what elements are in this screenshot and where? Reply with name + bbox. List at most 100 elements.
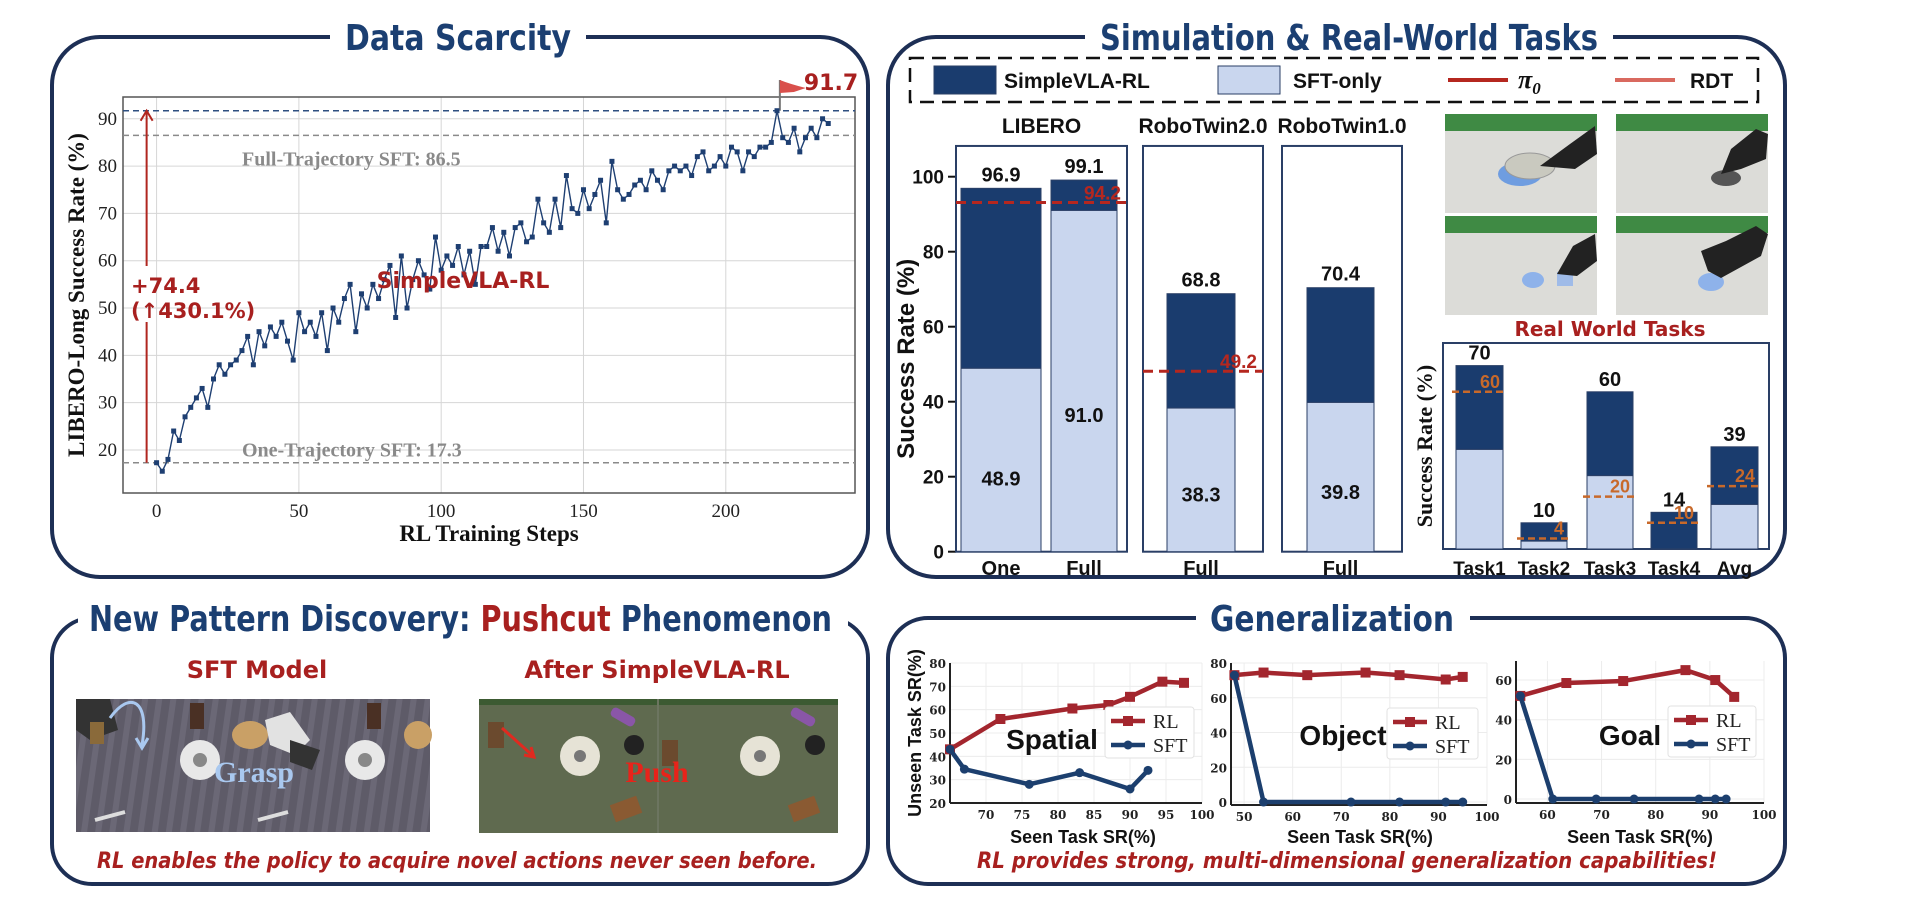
- data-point-sft: [1143, 765, 1153, 775]
- data-point: [398, 253, 404, 259]
- data-point: [512, 225, 518, 231]
- data-point: [393, 314, 399, 320]
- reference-label-one: One-Trajectory SFT: 17.3: [242, 440, 462, 462]
- data-point: [245, 333, 251, 339]
- legend-label-pi0: π0: [1518, 65, 1541, 98]
- data-point: [222, 371, 228, 377]
- bar-simplevla-rl: [1050, 179, 1118, 211]
- legend-label: RL: [1435, 712, 1461, 734]
- simulation-bar-chart: 0 20 40 60 80 100 Success Rate (%) LIBERO 96.9 48…: [893, 115, 1407, 580]
- data-point: [159, 468, 165, 474]
- data-point: [154, 460, 160, 466]
- data-point-sft: [1591, 794, 1601, 804]
- bar-sft-only: [1166, 407, 1236, 553]
- panel-label: Spatial: [1006, 724, 1098, 755]
- data-point: [347, 281, 353, 287]
- data-point: [461, 272, 467, 278]
- x-tick-label: Task3: [1584, 559, 1636, 580]
- title-gap: [78, 593, 848, 643]
- data-point: [330, 305, 336, 311]
- rdt-value: 24: [1735, 466, 1755, 486]
- data-point: [757, 144, 763, 150]
- y-tick-label: 50: [929, 727, 946, 741]
- data-point: [302, 329, 308, 335]
- panel-title-pushcut: New Pattern Discovery: Pushcut Phenomeno…: [89, 599, 832, 640]
- data-point: [808, 125, 814, 131]
- title-gap: [330, 12, 586, 62]
- bar-value-rl: 70.4: [1321, 264, 1361, 286]
- legend-label-rdt: RDT: [1690, 70, 1733, 93]
- data-point: [518, 220, 524, 226]
- bar-value-sft: 39.8: [1321, 482, 1360, 504]
- data-point: [307, 319, 313, 325]
- x-tick-label: 95: [1158, 808, 1175, 822]
- gain-percent-label: (↑430.1%): [131, 299, 255, 323]
- data-point: [381, 277, 387, 283]
- data-point-sft: [1441, 797, 1451, 807]
- data-point: [296, 310, 302, 316]
- data-point: [467, 248, 473, 254]
- x-tick-label: 60: [1284, 810, 1301, 824]
- data-point: [592, 191, 598, 197]
- data-point: [717, 154, 723, 160]
- data-point-rl: [1067, 703, 1078, 714]
- x-tick-label: 90: [1702, 808, 1719, 822]
- bar-sft-only: [960, 367, 1042, 553]
- pi-symbol: π: [1518, 65, 1533, 94]
- bar-value-rl: 14: [1663, 489, 1686, 511]
- title-gap: [1085, 12, 1613, 62]
- data-point: [791, 125, 797, 131]
- x-tick-label: 60: [1539, 808, 1556, 822]
- data-point-rl: [995, 714, 1006, 724]
- data-point: [763, 144, 769, 150]
- data-point-rl: [1680, 665, 1691, 676]
- bar-simplevla-rl: [1455, 365, 1504, 450]
- legend-label: SFT: [1153, 735, 1187, 757]
- data-point-rl: [1440, 674, 1451, 685]
- bar-sft-only: [1710, 503, 1759, 550]
- y-tick-label: 60: [1210, 692, 1227, 706]
- legend-box: [908, 56, 1760, 104]
- y-tick-label: 90: [98, 109, 117, 130]
- y-tick-label: 100: [912, 168, 944, 189]
- data-point: [267, 324, 273, 330]
- data-point: [239, 348, 245, 354]
- data-point: [609, 158, 615, 164]
- bar-sft-only: [1050, 209, 1118, 553]
- bar-value-rl: 70: [1468, 343, 1490, 365]
- y-tick-label: 60: [1495, 674, 1512, 688]
- bar-simplevla-rl: [1166, 293, 1236, 409]
- y-tick-label: 80: [923, 243, 944, 264]
- data-point-rl: [1457, 671, 1468, 682]
- data-point: [455, 244, 461, 250]
- legend-label-simplevla: SimpleVLA-RL: [1004, 70, 1150, 93]
- data-point: [313, 333, 319, 339]
- bar-value-rl: 60: [1599, 369, 1621, 391]
- legend-label: RL: [1716, 710, 1742, 732]
- bar-sft-only: [1306, 401, 1375, 553]
- y-tick-label: 30: [929, 774, 946, 788]
- gain-label: +74.4: [131, 274, 200, 298]
- data-point: [768, 139, 774, 145]
- x-tick-label: 70: [978, 808, 995, 822]
- data-point: [689, 173, 695, 179]
- data-point: [797, 149, 803, 155]
- y-tick-label: 20: [98, 440, 117, 461]
- panel-label: Object: [1299, 720, 1386, 751]
- legend-label: SFT: [1716, 734, 1750, 756]
- x-tick-label: Task2: [1518, 559, 1570, 580]
- data-point-sft: [1721, 794, 1731, 804]
- y-tick-label: 80: [98, 156, 117, 177]
- data-point: [387, 262, 393, 268]
- data-point: [677, 168, 683, 174]
- data-point-rl: [1394, 670, 1405, 681]
- data-point: [654, 177, 660, 183]
- y-tick-label: 40: [1210, 727, 1227, 741]
- data-point-sft: [1395, 797, 1405, 807]
- data-point: [353, 329, 359, 335]
- pi0-value: 49.2: [1220, 352, 1257, 373]
- data-point: [820, 116, 826, 122]
- arrow-up-icon: [139, 108, 154, 122]
- data-point: [182, 414, 188, 420]
